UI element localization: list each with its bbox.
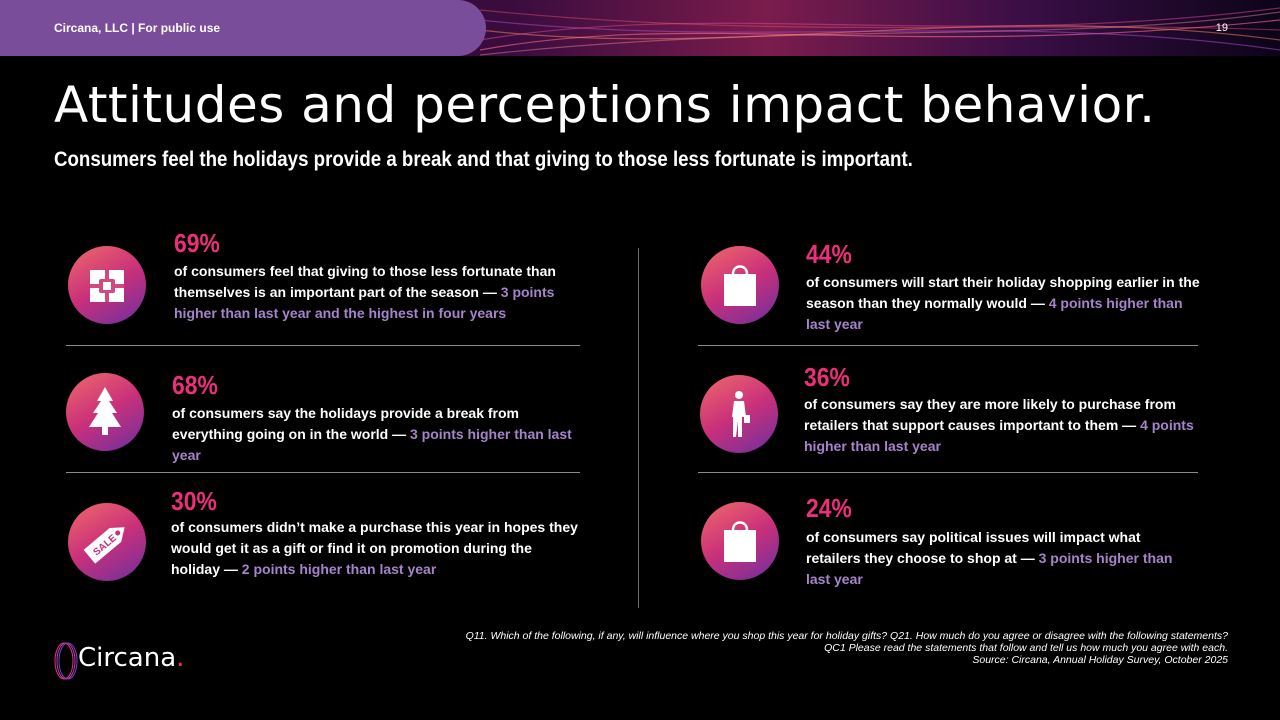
stat-percent: 30% [171,486,217,516]
stat-percent: 69% [174,228,220,258]
stat-text: of consumers say political issues will i… [806,529,1141,566]
header-label: Circana, LLC | For public use [54,21,221,35]
row-divider [698,345,1198,346]
logo-wordmark: Circana. [78,643,185,673]
christmas-tree-icon [66,373,144,451]
logo-mark-icon [54,642,78,680]
stat-description: of consumers feel that giving to those l… [174,261,594,324]
stat-highlight: 4 points higher than last year [804,417,1194,454]
circana-logo: Circana. [52,640,184,687]
row-divider [66,472,580,473]
sale-tag-icon: SALE [68,503,146,581]
row-divider [698,472,1198,473]
footnote-line: Q11. Which of the following, if any, wil… [465,630,1228,642]
header-pill [0,0,486,56]
stat-percent: 44% [806,239,852,269]
decorative-light-streaks [479,7,1280,56]
stat-description: of consumers say they are more likely to… [804,394,1194,457]
header-band: Circana, LLC | For public use 19 [0,0,1280,56]
footnote: Q11. Which of the following, if any, wil… [388,630,1228,666]
stat-text: of consumers feel that giving to those l… [174,263,556,300]
stat-text: of consumers didn’t make a purchase this… [171,519,578,577]
page-title: Attitudes and perceptions impact behavio… [54,76,1156,134]
stat-description: of consumers will start their holiday sh… [806,272,1206,335]
shopper-person-icon [700,375,778,453]
stat-highlight: 4 points higher than last year [806,295,1183,332]
stat-description: of consumers say the holidays provide a … [172,403,572,466]
page-number: 19 [1215,22,1228,34]
footnote-source: Source: Circana, Annual Holiday Survey, … [972,654,1228,666]
stat-text: of consumers will start their holiday sh… [806,274,1200,311]
column-divider [638,248,639,608]
stat-percent: 68% [172,370,218,400]
shopping-bag-icon [701,246,779,324]
stat-highlight: 3 points higher than last year [806,550,1173,587]
stat-description: of consumers say political issues will i… [806,527,1196,590]
stat-highlight: 2 points higher than last year [241,561,437,577]
row-divider [66,345,580,346]
stat-percent: 24% [806,493,852,523]
stat-highlight: 3 points higher than last year [172,426,572,463]
stat-text: of consumers say the holidays provide a … [172,405,519,442]
page-subtitle: Consumers feel the holidays provide a br… [54,148,913,171]
stat-text: of consumers say they are more likely to… [804,396,1176,433]
footnote-line: QC1 Please read the statements that foll… [824,642,1228,654]
stat-description: of consumers didn’t make a purchase this… [171,517,581,580]
gift-icon [68,246,146,324]
stat-highlight: 3 points higher than last year and the h… [174,284,555,321]
shopping-bag-icon [701,502,779,580]
stat-percent: 36% [804,362,850,392]
